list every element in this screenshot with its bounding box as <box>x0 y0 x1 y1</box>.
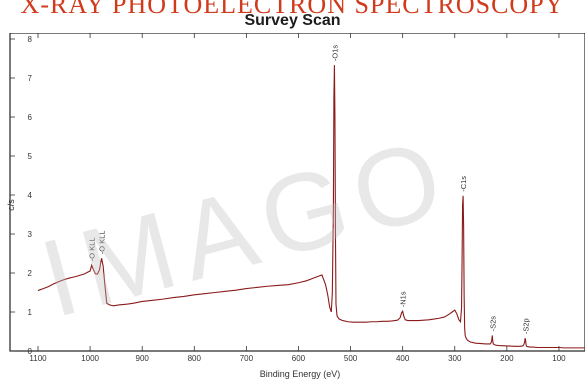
x-tick-label: 400 <box>396 354 410 363</box>
peak-label: -N1s <box>399 291 408 307</box>
series-line <box>37 65 585 349</box>
y-tick-label: 3 <box>28 230 33 239</box>
plot-frame <box>9 32 585 352</box>
y-tick-label: 6 <box>28 113 33 122</box>
x-axis-label: Binding Energy (eV) <box>260 369 341 379</box>
x-tick-label: 600 <box>292 354 306 363</box>
x-tick-label: 200 <box>500 354 514 363</box>
y-tick-label: 1 <box>28 308 33 317</box>
peak-label: -O KLL <box>98 230 107 254</box>
xps-survey-chart: 1100 1000 900 800 700 600 500 400 300 200 100 0 1 2 3… <box>6 32 585 379</box>
y-tick-label: 5 <box>28 152 33 161</box>
peak-label: -S2s <box>488 316 497 332</box>
banner-heading: X-RAY PHOTOELECTRON SPECTROSCOPY <box>20 0 565 19</box>
peak-label: -O KLL <box>88 237 97 261</box>
x-tick-label: 700 <box>240 354 254 363</box>
x-tick-label: 900 <box>136 354 150 363</box>
peak-label: -S2p <box>522 318 531 334</box>
x-tick-label: 500 <box>344 354 358 363</box>
y-tick-label: 2 <box>28 269 33 278</box>
x-tick-label: 1100 <box>29 354 47 363</box>
x-tick-label: 800 <box>188 354 202 363</box>
chart-title: Survey Scan <box>244 12 341 29</box>
peak-label: -C1s <box>459 176 468 192</box>
x-tick-label: 1000 <box>81 354 99 363</box>
y-tick-label: 4 <box>28 191 33 200</box>
y-tick-label: 7 <box>28 74 33 83</box>
x-tick-label: 300 <box>448 354 462 363</box>
y-tick-label: 0 <box>28 347 33 356</box>
y-tick-label: 8 <box>28 35 33 44</box>
chart-frame: 1100 1000 900 800 700 600 500 400 300 200 100 0 1 2 3… <box>0 32 585 382</box>
y-axis-label: c/s <box>6 199 16 211</box>
x-tick-label: 100 <box>552 354 566 363</box>
peak-label: -O1s <box>330 45 339 62</box>
